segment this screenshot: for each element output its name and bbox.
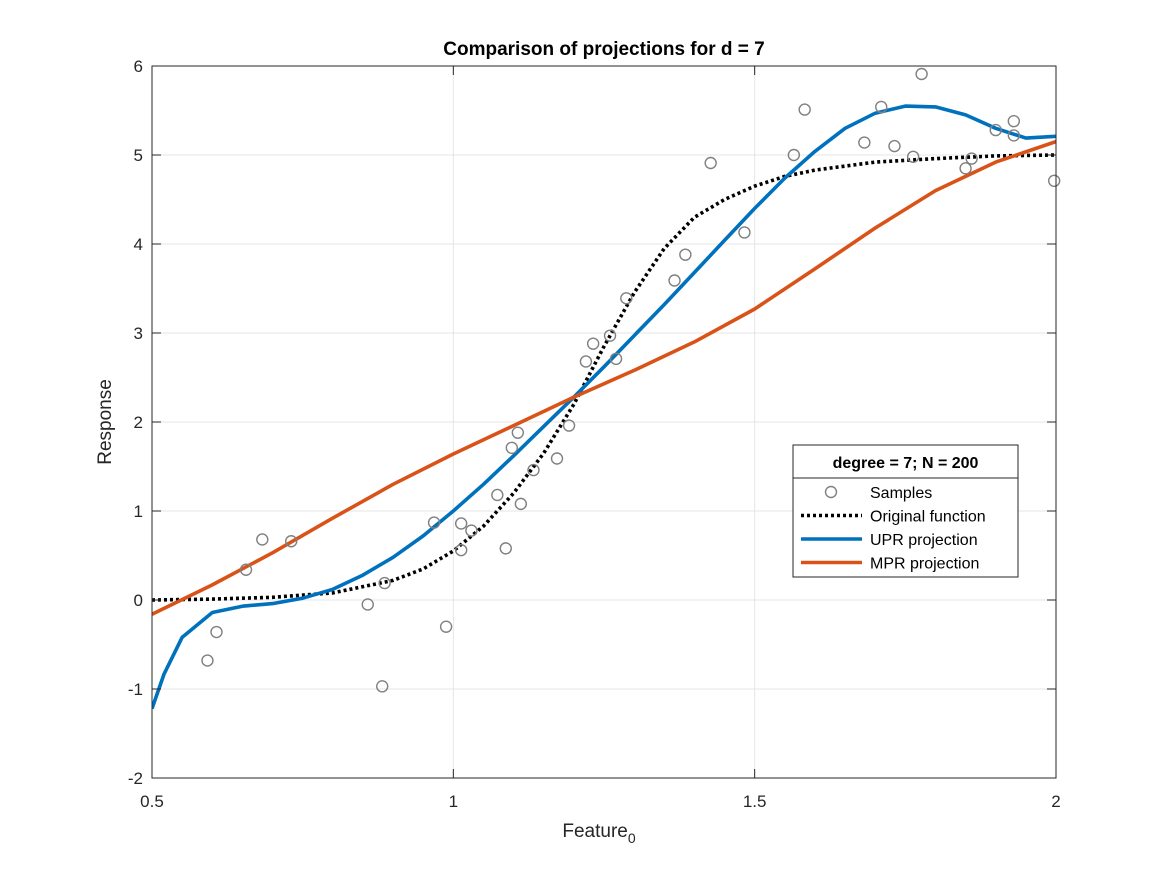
sample-point-8 <box>427 516 441 529</box>
sample-point-32 <box>858 136 871 149</box>
y-tick-label-2: 0 <box>134 591 143 610</box>
sample-point-33 <box>875 100 888 114</box>
sample-point-2 <box>239 563 253 576</box>
sample-point-26 <box>668 274 681 287</box>
original-function-line <box>152 153 1056 602</box>
legend-label-1: Original function <box>870 509 986 526</box>
legend-label-2: UPR projection <box>870 532 978 549</box>
upr-projection-line <box>152 104 1056 710</box>
legend-box <box>792 444 1019 578</box>
sample-point-30 <box>787 148 801 162</box>
y-tick-label-5: 3 <box>134 324 143 343</box>
y-tick-label-0: -2 <box>128 769 143 788</box>
sample-point-17 <box>514 497 528 511</box>
sample-point-31 <box>798 103 811 116</box>
sample-point-6 <box>376 680 389 693</box>
sample-point-13 <box>491 488 504 502</box>
sample-point-28 <box>704 156 717 170</box>
y-tick-label-8: 6 <box>134 57 143 76</box>
x-tick-label-0: 0.5 <box>140 792 164 811</box>
sample-point-42 <box>1047 174 1061 188</box>
y-tick-label-6: 4 <box>134 235 143 254</box>
x-axis-label-main: Feature <box>562 821 627 842</box>
legend-entries: Samples Original function UPR projection MP… <box>801 485 986 573</box>
sample-point-25 <box>620 292 633 305</box>
sample-point-35 <box>906 150 920 163</box>
sample-point-38 <box>965 152 978 165</box>
sample-point-12 <box>465 524 478 537</box>
sample-point-16 <box>511 426 525 439</box>
sample-point-15 <box>505 441 518 455</box>
sample-point-1 <box>210 625 223 639</box>
sample-point-3 <box>256 533 269 546</box>
axis-ticks: 0.5 1 1.5 2 -2 -1 0 1 2 3 4 5 6 <box>128 57 1061 811</box>
y-tick-label-1: -1 <box>128 680 143 699</box>
sample-point-20 <box>562 419 576 432</box>
series-layer <box>152 67 1061 710</box>
sample-point-11 <box>454 517 468 530</box>
sample-point-5 <box>361 598 374 611</box>
y-tick-label-3: 1 <box>134 502 143 521</box>
y-tick-label-4: 2 <box>134 413 143 432</box>
chart-title: Comparison of projections for d = 7 <box>443 39 764 60</box>
y-tick-label-7: 5 <box>134 146 143 165</box>
sample-point-22 <box>586 337 600 350</box>
sample-point-40 <box>1007 114 1021 128</box>
y-axis-label: Response <box>95 379 116 465</box>
sample-point-27 <box>679 248 692 261</box>
sample-point-9 <box>439 620 453 633</box>
x-axis-label: Feature0 <box>562 821 635 846</box>
legend-entry-samples: Samples <box>824 485 932 502</box>
sample-point-29 <box>738 226 751 239</box>
mpr-projection-line <box>152 139 1056 616</box>
sample-point-41 <box>1007 129 1021 142</box>
sample-point-19 <box>550 452 564 465</box>
sample-point-10 <box>454 543 468 557</box>
sample-point-0 <box>201 654 214 667</box>
sample-point-23 <box>603 329 617 342</box>
sample-point-39 <box>989 123 1002 137</box>
sample-point-21 <box>579 355 593 368</box>
x-axis-label-subscript: 0 <box>628 830 636 846</box>
sample-point-36 <box>915 67 928 81</box>
legend-marker-samples <box>824 485 838 499</box>
sample-point-24 <box>609 352 623 366</box>
sample-point-7 <box>378 576 391 590</box>
legend-label-0: Samples <box>870 485 932 502</box>
legend-entry-upr-projection: UPR projection <box>801 532 978 549</box>
sample-point-18 <box>527 463 540 477</box>
sample-point-37 <box>959 162 972 175</box>
legend-title: degree = 7; N = 200 <box>833 455 979 472</box>
x-tick-label-1: 1 <box>449 792 458 811</box>
sample-point-4 <box>285 535 298 548</box>
legend-entry-mpr-projection: MPR projection <box>801 556 979 573</box>
sample-point-34 <box>888 139 901 153</box>
x-tick-label-2: 1.5 <box>743 792 767 811</box>
legend-entry-original-function: Original function <box>801 509 986 526</box>
legend-label-3: MPR projection <box>870 556 979 573</box>
x-tick-label-3: 2 <box>1051 792 1060 811</box>
sample-point-14 <box>499 542 512 555</box>
legend: degree = 7; N = 200 Samples Original func… <box>792 444 1019 578</box>
